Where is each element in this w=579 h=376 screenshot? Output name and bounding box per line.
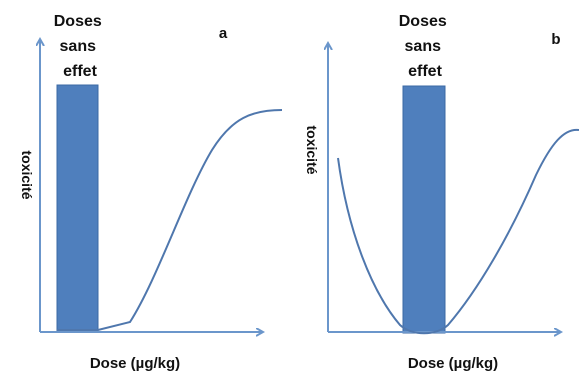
panel-letter-a: a <box>219 25 228 42</box>
band-label-b-line2: sans <box>405 38 442 55</box>
band-label-a-line2: sans <box>60 38 97 55</box>
toxicity-curve-a <box>57 109 283 331</box>
x-axis-label-b: Dose (µg/kg) <box>408 355 498 372</box>
band-label-b: Doses sans effet <box>399 13 451 80</box>
band-label-b-line3: effet <box>408 63 442 80</box>
no-effect-dose-band-b <box>402 85 446 334</box>
x-axis-label-a: Dose (µg/kg) <box>90 355 180 372</box>
no-effect-dose-band-a <box>56 84 99 333</box>
y-axis-label-a: toxicité <box>19 150 35 199</box>
band-label-a-line1: Doses <box>54 13 102 30</box>
band-label-a: Doses sans effet <box>54 13 106 80</box>
band-label-a-line3: effet <box>63 63 97 80</box>
panel-a: Doses sans effet a toxicité Dose (µg/kg) <box>19 13 283 372</box>
y-axis-label-b: toxicité <box>304 125 320 174</box>
band-label-b-line1: Doses <box>399 13 447 30</box>
panel-b: Doses sans effet b toxicité Dose (µg/kg) <box>304 13 579 372</box>
toxicity-curve-b <box>337 128 579 335</box>
panel-letter-b: b <box>551 31 560 48</box>
